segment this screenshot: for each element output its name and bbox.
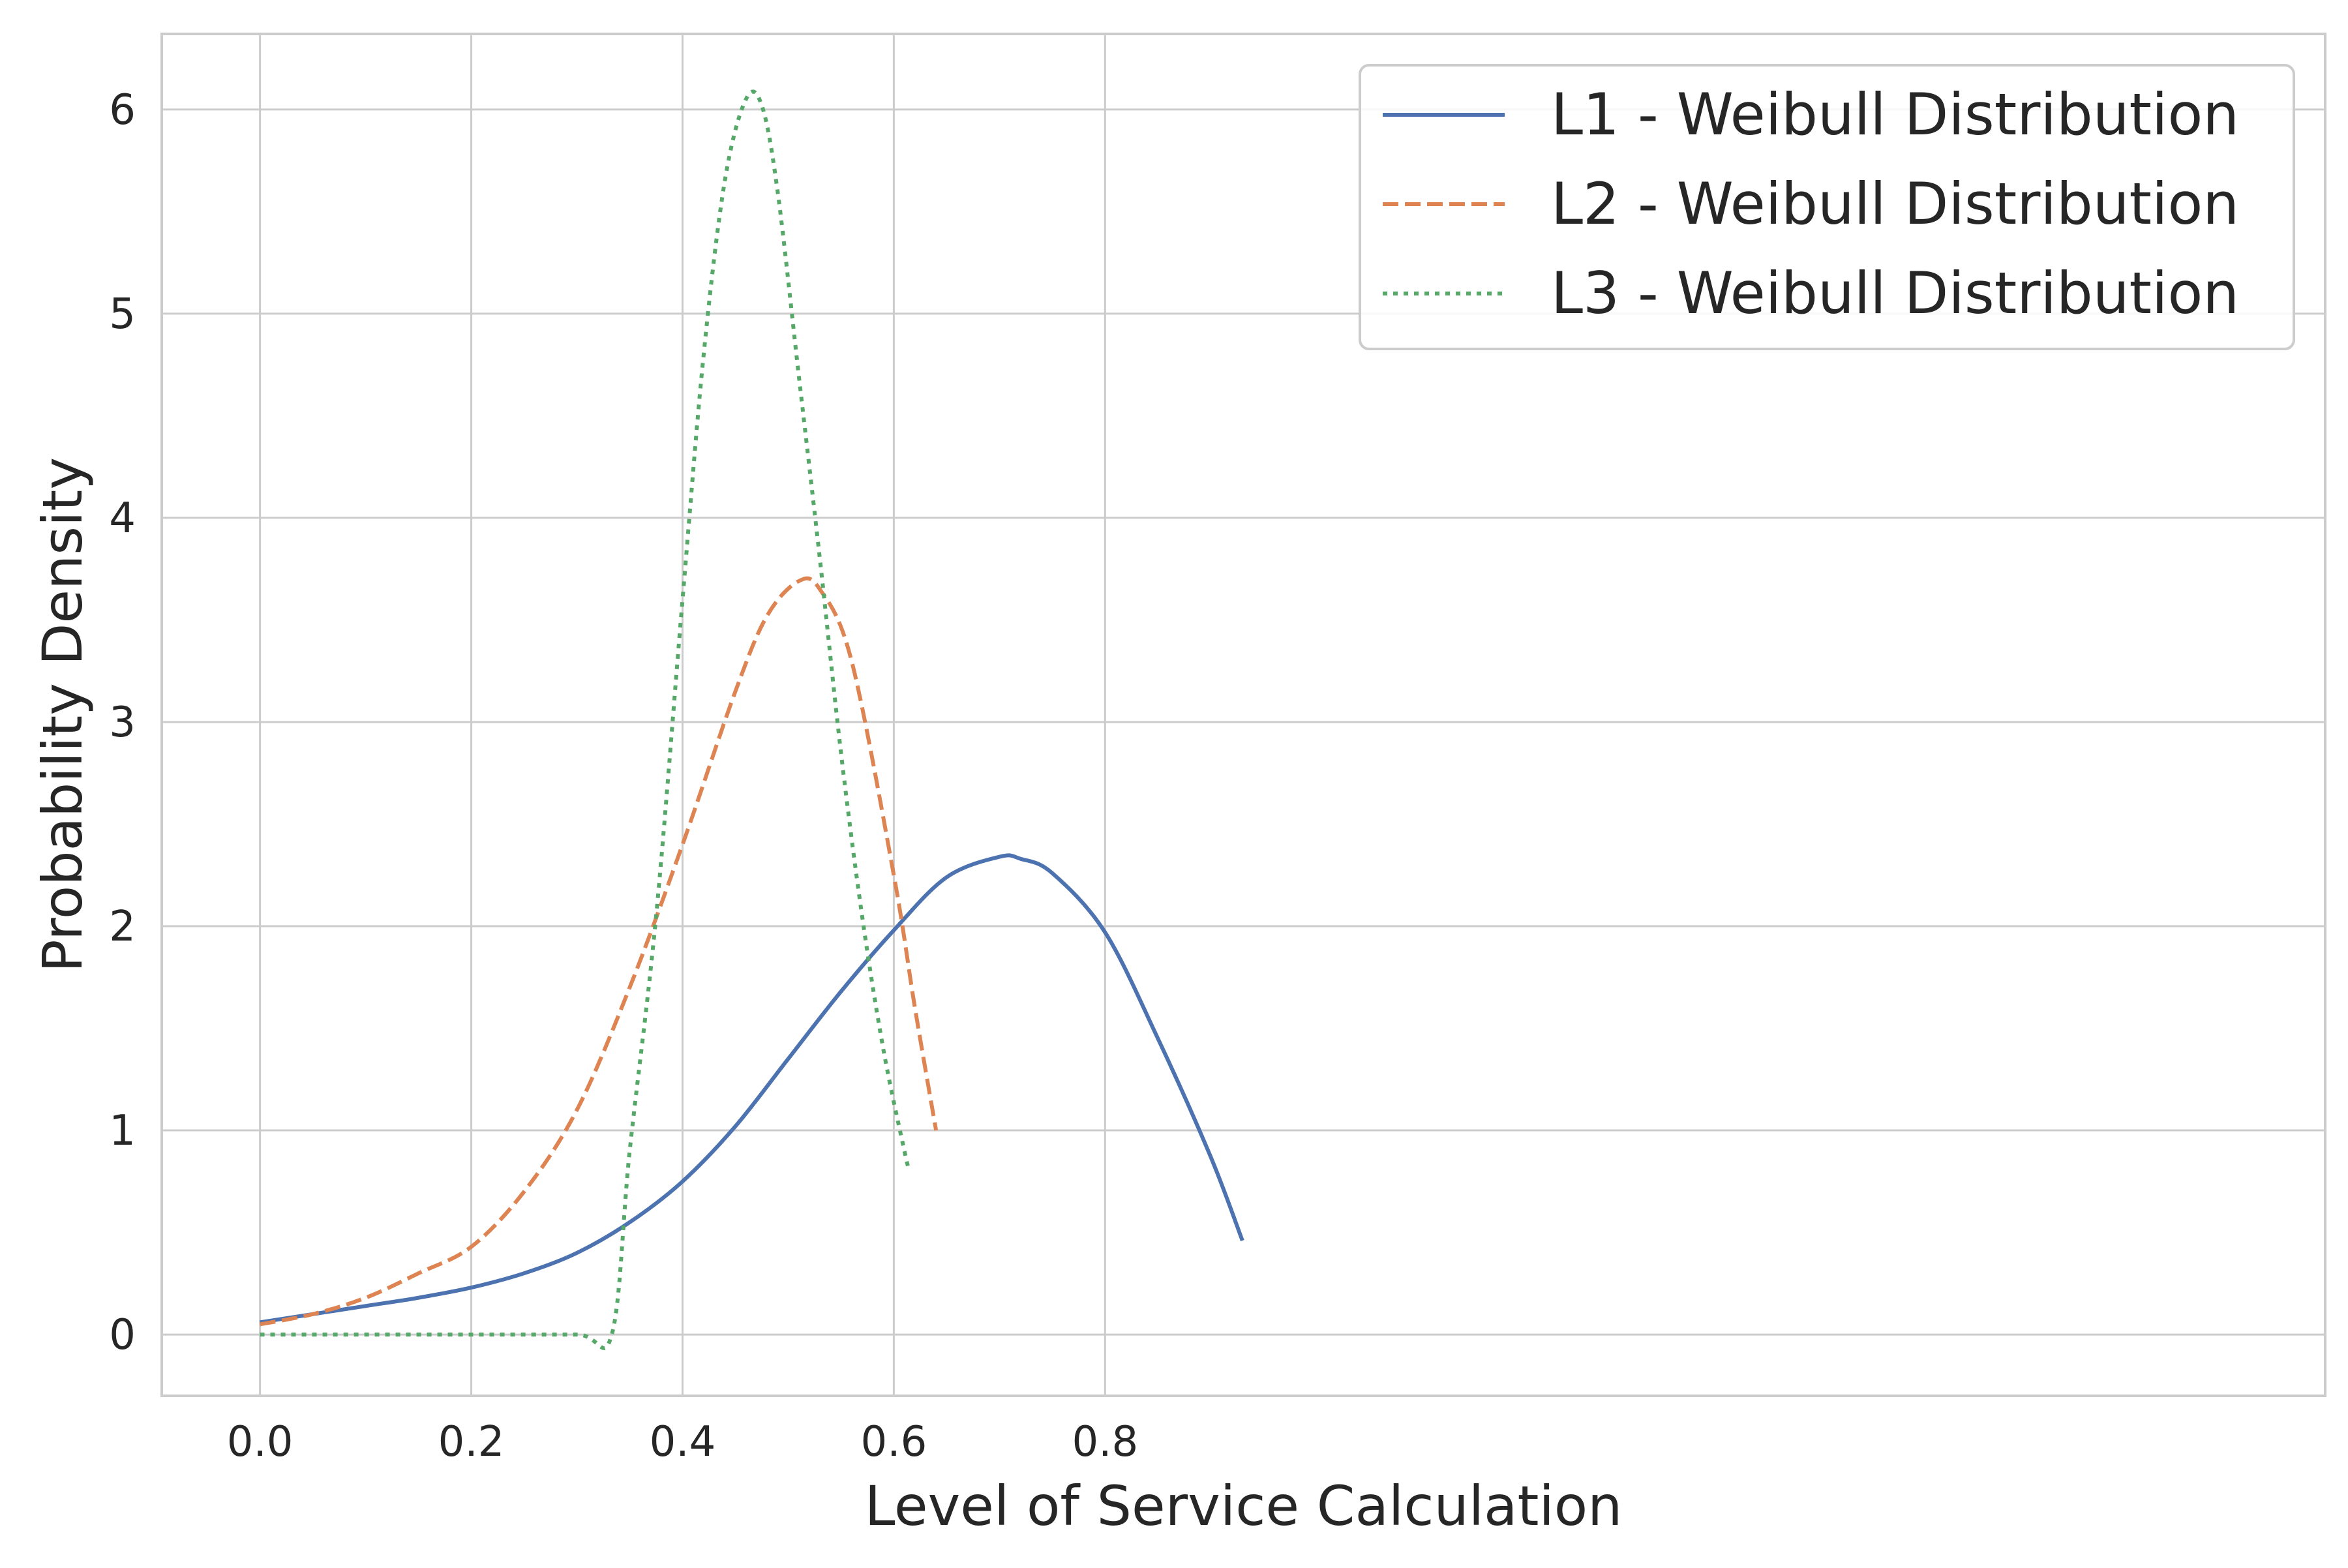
legend-label: L1 - Weibull Distribution (1551, 81, 2239, 148)
x-tick-label: 0.4 (650, 1418, 716, 1466)
y-tick-label: 2 (109, 903, 136, 951)
x-tick-label: 0.6 (861, 1418, 927, 1466)
series-line-3 (260, 89, 912, 1350)
y-tick-label: 4 (109, 494, 136, 543)
legend-label: L2 - Weibull Distribution (1551, 170, 2239, 237)
legend-box (1359, 64, 2295, 350)
series-line-2 (260, 576, 939, 1327)
x-axis-label: Level of Service Calculation (865, 1474, 1623, 1538)
y-tick-label: 5 (109, 290, 136, 339)
x-axis-ticks: 0.0 0.2 0.4 0.6 0.8 (227, 1418, 1138, 1466)
series-lines (260, 89, 1244, 1350)
y-tick-label: 1 (109, 1107, 136, 1155)
series-line-1 (260, 853, 1244, 1325)
legend: L1 - Weibull Distribution L2 - Weibull Di… (1359, 64, 2295, 350)
x-tick-label: 0.8 (1072, 1418, 1138, 1466)
y-axis-ticks: 0 1 2 3 4 5 6 (109, 86, 136, 1359)
y-tick-label: 0 (109, 1311, 136, 1359)
y-axis-label: Probability Density (31, 457, 95, 972)
y-tick-label: 3 (109, 699, 136, 747)
plot-frame (160, 33, 2326, 1397)
x-tick-label: 0.0 (227, 1418, 294, 1466)
y-tick-label: 6 (109, 86, 136, 134)
x-tick-label: 0.2 (438, 1418, 505, 1466)
legend-label: L3 - Weibull Distribution (1551, 260, 2239, 327)
